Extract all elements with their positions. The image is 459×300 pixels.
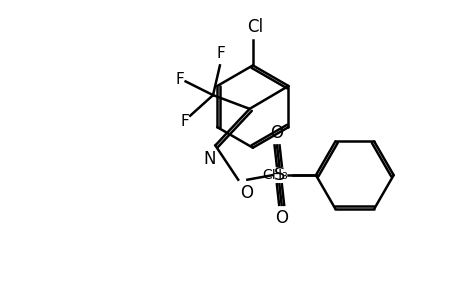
Text: Cl: Cl	[246, 18, 263, 36]
Text: O: O	[240, 184, 253, 202]
Text: CH₃: CH₃	[262, 168, 288, 182]
Text: F: F	[175, 72, 184, 87]
Text: F: F	[217, 46, 225, 61]
Text: O: O	[274, 208, 287, 226]
Text: F: F	[180, 114, 189, 129]
Text: N: N	[203, 150, 216, 168]
Text: O: O	[270, 124, 283, 142]
Text: S: S	[273, 166, 285, 184]
